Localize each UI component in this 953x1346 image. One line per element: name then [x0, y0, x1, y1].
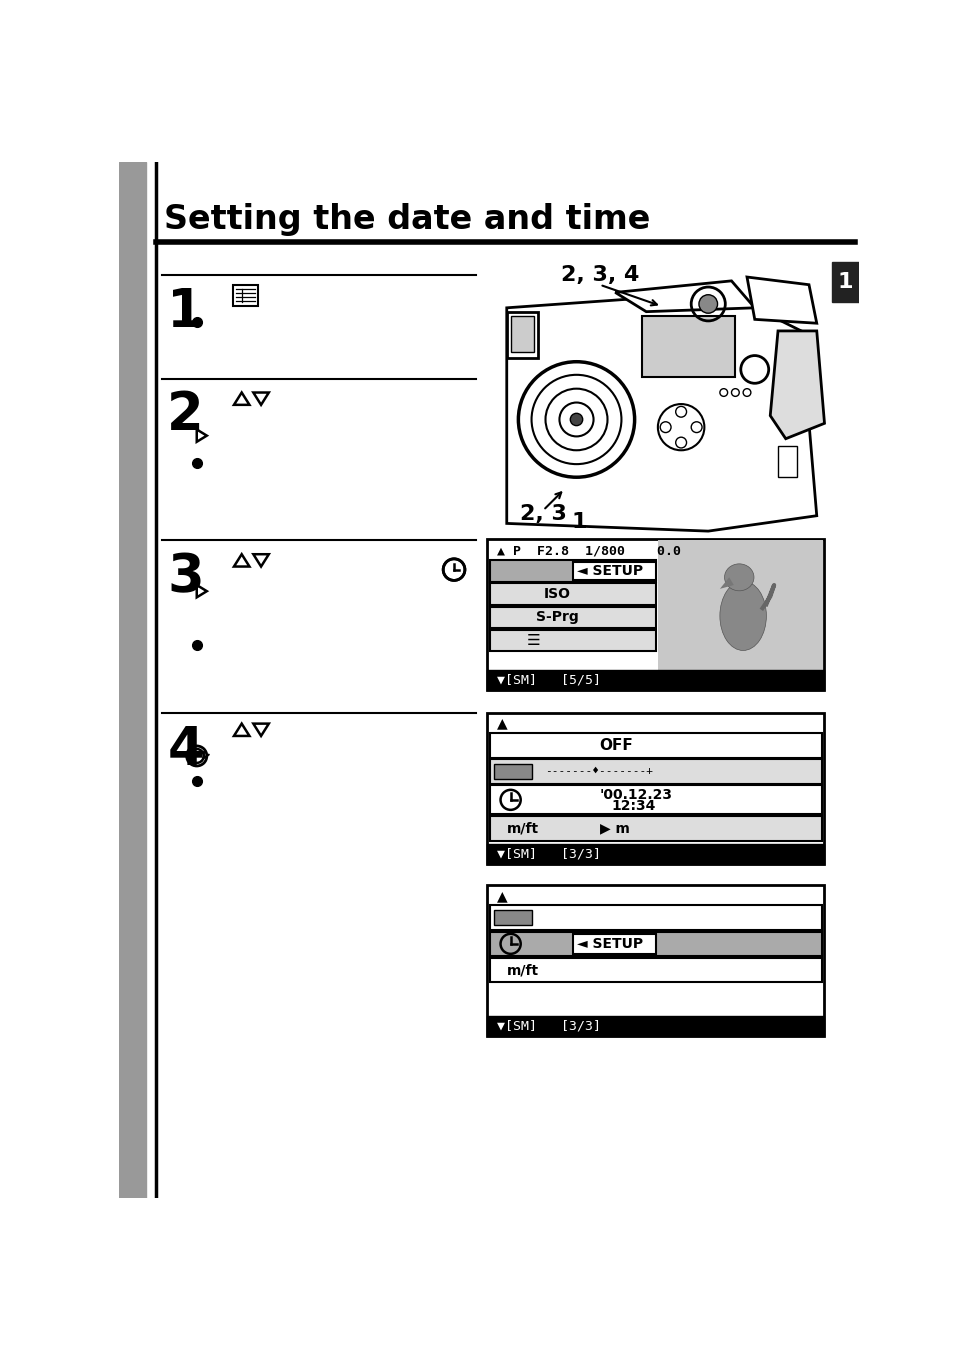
Text: '00.12.23: '00.12.23 — [599, 789, 672, 802]
Bar — [487, 886, 823, 1036]
Bar — [489, 583, 656, 606]
Text: 2, 3, 4: 2, 3, 4 — [560, 265, 639, 285]
Text: 1: 1 — [167, 287, 204, 338]
Text: S-Prg: S-Prg — [536, 610, 578, 625]
Bar — [487, 1016, 823, 1036]
Text: 2: 2 — [167, 389, 204, 441]
Bar — [489, 759, 821, 783]
Text: Setting the date and time: Setting the date and time — [164, 203, 650, 236]
Bar — [119, 162, 146, 1198]
Bar — [489, 732, 821, 758]
Polygon shape — [746, 277, 816, 323]
Text: ▲: ▲ — [497, 890, 507, 903]
Bar — [493, 910, 532, 925]
Bar — [489, 607, 656, 629]
Text: ▲: ▲ — [497, 716, 507, 731]
Text: 1: 1 — [837, 272, 852, 292]
Text: ◄ SETUP: ◄ SETUP — [577, 937, 642, 950]
Text: ◄ SETUP: ◄ SETUP — [577, 564, 642, 579]
Bar — [641, 315, 735, 377]
Bar — [489, 816, 821, 841]
Polygon shape — [720, 577, 733, 588]
Text: 2, 3: 2, 3 — [519, 505, 566, 524]
Ellipse shape — [723, 564, 753, 591]
Text: ☰: ☰ — [526, 633, 540, 647]
Text: ▼[SM]   [3/3]: ▼[SM] [3/3] — [497, 847, 600, 860]
Circle shape — [570, 413, 582, 425]
Bar — [487, 670, 823, 689]
Text: -------♦-------+: -------♦-------+ — [545, 766, 653, 777]
Bar — [487, 538, 823, 689]
Text: m/ft: m/ft — [506, 821, 538, 836]
Text: ISO: ISO — [543, 587, 570, 602]
Text: m/ft: m/ft — [506, 962, 538, 977]
Bar — [489, 906, 821, 930]
Circle shape — [699, 295, 717, 314]
Bar — [572, 934, 656, 954]
Text: 12:34: 12:34 — [611, 800, 655, 813]
Bar — [572, 561, 656, 580]
Bar — [487, 844, 823, 864]
Polygon shape — [769, 331, 823, 439]
Bar — [506, 312, 537, 358]
Text: 3: 3 — [167, 551, 204, 603]
Bar — [489, 931, 821, 956]
Bar — [778, 447, 797, 478]
Bar — [493, 763, 532, 779]
Polygon shape — [506, 292, 816, 532]
Bar — [489, 958, 821, 983]
FancyBboxPatch shape — [233, 285, 257, 306]
Text: 4: 4 — [167, 724, 204, 775]
Bar — [489, 560, 656, 581]
Bar — [510, 315, 534, 353]
Polygon shape — [615, 281, 754, 312]
Text: ▶ m: ▶ m — [599, 821, 629, 836]
Bar — [487, 713, 823, 864]
Ellipse shape — [720, 581, 765, 650]
Bar — [658, 540, 822, 670]
Bar — [489, 785, 821, 814]
Bar — [489, 630, 656, 651]
Text: ▼[SM]   [3/3]: ▼[SM] [3/3] — [497, 1020, 600, 1032]
Text: 1: 1 — [571, 511, 586, 532]
Text: ▲ P  F2.8  1/800    0.0: ▲ P F2.8 1/800 0.0 — [497, 545, 679, 557]
Text: OFF: OFF — [599, 738, 633, 752]
Bar — [831, 261, 858, 302]
Text: ▼[SM]   [5/5]: ▼[SM] [5/5] — [497, 673, 600, 686]
